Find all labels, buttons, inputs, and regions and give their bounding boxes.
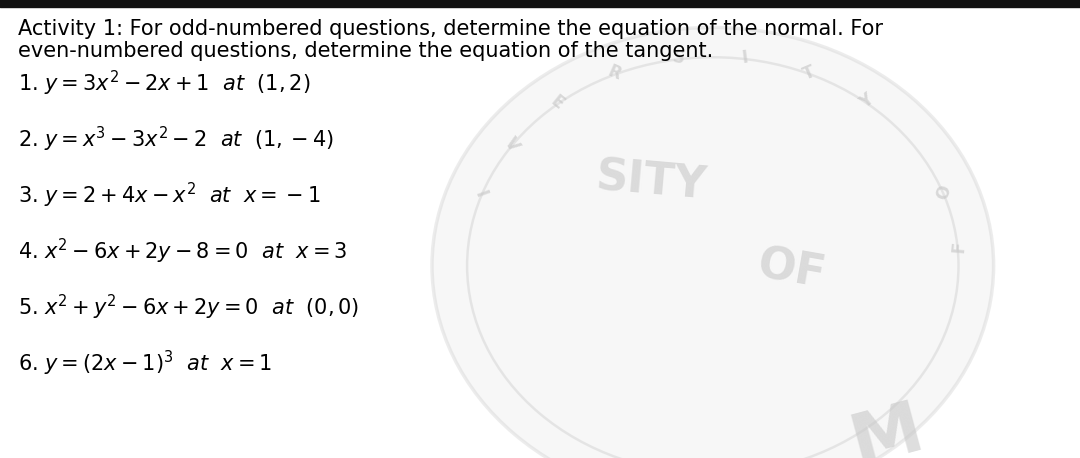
Text: T: T xyxy=(800,62,819,83)
Text: 1. $y = 3x^2 - 2x + 1$  $\mathit{at}$  $(1, 2)$: 1. $y = 3x^2 - 2x + 1$ $\mathit{at}$ $(1… xyxy=(18,69,310,98)
Ellipse shape xyxy=(432,27,994,458)
Text: SITY: SITY xyxy=(594,156,708,208)
Text: E: E xyxy=(548,92,567,113)
Text: 2. $y = x^3 - 3x^2 - 2$  $\mathit{at}$  $(1, -4)$: 2. $y = x^3 - 3x^2 - 2$ $\mathit{at}$ $(… xyxy=(18,125,334,154)
Text: OF: OF xyxy=(754,243,828,298)
Text: Y: Y xyxy=(856,91,877,112)
Text: M: M xyxy=(843,394,931,458)
Text: 5. $x^2 + y^2 - 6x + 2y = 0$  $\mathit{at}$  $(0, 0)$: 5. $x^2 + y^2 - 6x + 2y = 0$ $\mathit{at… xyxy=(18,293,360,322)
Text: I: I xyxy=(471,188,490,200)
Text: Activity 1: For odd-numbered questions, determine the equation of the normal. Fo: Activity 1: For odd-numbered questions, … xyxy=(18,19,883,39)
Text: even-numbered questions, determine the equation of the tangent.: even-numbered questions, determine the e… xyxy=(18,41,713,61)
Text: 6. $y = (2x - 1)^3$  $\mathit{at}$  $x = 1$: 6. $y = (2x - 1)^3$ $\mathit{at}$ $x = 1… xyxy=(18,349,272,378)
Text: I: I xyxy=(741,49,750,67)
Text: O: O xyxy=(933,182,955,202)
Text: S: S xyxy=(671,49,686,68)
Text: 3. $y = 2 + 4x - x^2$  $\mathit{at}$  $x = -1$: 3. $y = 2 + 4x - x^2$ $\mathit{at}$ $x =… xyxy=(18,181,321,210)
Text: R: R xyxy=(605,63,624,84)
Text: 4. $x^2 - 6x + 2y - 8 = 0$  $\mathit{at}$  $x = 3$: 4. $x^2 - 6x + 2y - 8 = 0$ $\mathit{at}$… xyxy=(18,237,348,266)
Text: V: V xyxy=(500,133,523,154)
Text: F: F xyxy=(949,241,969,254)
